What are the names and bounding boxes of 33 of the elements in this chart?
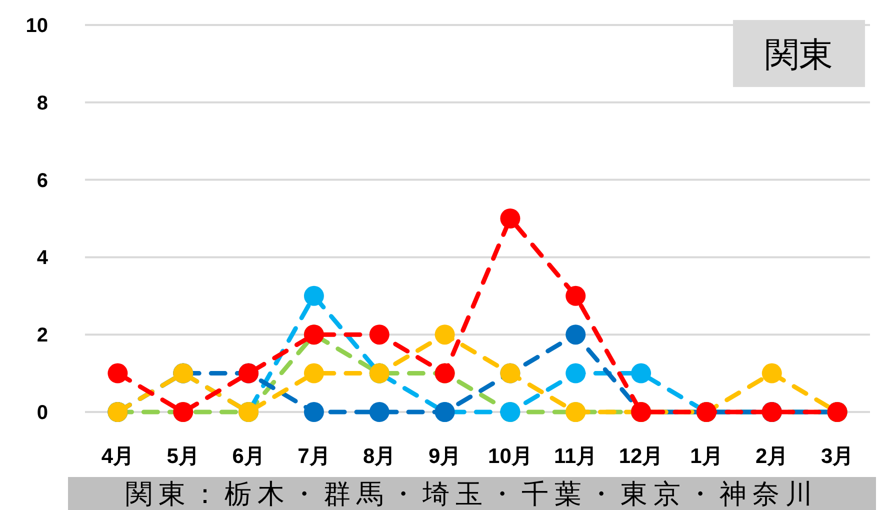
point [108,363,128,384]
x-tick-label: 8月 [363,445,396,468]
point [434,324,455,345]
point [762,363,782,384]
x-tick-label: 7月 [298,445,330,468]
point [369,324,390,345]
x-tick-label: 11月 [554,445,598,468]
y-tick-label: 8 [36,92,48,114]
x-tick-label: 1月 [690,445,723,468]
point [304,286,324,306]
x-tick-label: 2月 [756,445,788,468]
y-tick-label: 0 [36,402,48,424]
point [566,324,586,345]
y-tick-label: 6 [36,170,48,192]
point [500,208,520,228]
x-tick-label: 5月 [166,445,200,468]
point [369,402,390,422]
y-tick-label: 2 [36,324,48,347]
point [631,363,652,384]
point [566,363,586,384]
x-tick-label: 6月 [232,445,265,468]
point [304,402,324,422]
x-tick-label: 9月 [428,445,462,468]
point [304,363,324,384]
y-tick-label: 4 [36,247,49,270]
x-tick-label: 12月 [618,445,664,468]
x-tick-label: 4月 [101,445,134,468]
y-tick-label: 10 [26,15,48,37]
x-tick-label: 10月 [488,445,532,468]
point [566,286,586,306]
x-tick-label: 3月 [820,445,854,468]
text: 関東：栃木・群馬・埼玉・千葉・東京・神奈川 [126,479,818,509]
annotation: 関東 [765,36,833,74]
